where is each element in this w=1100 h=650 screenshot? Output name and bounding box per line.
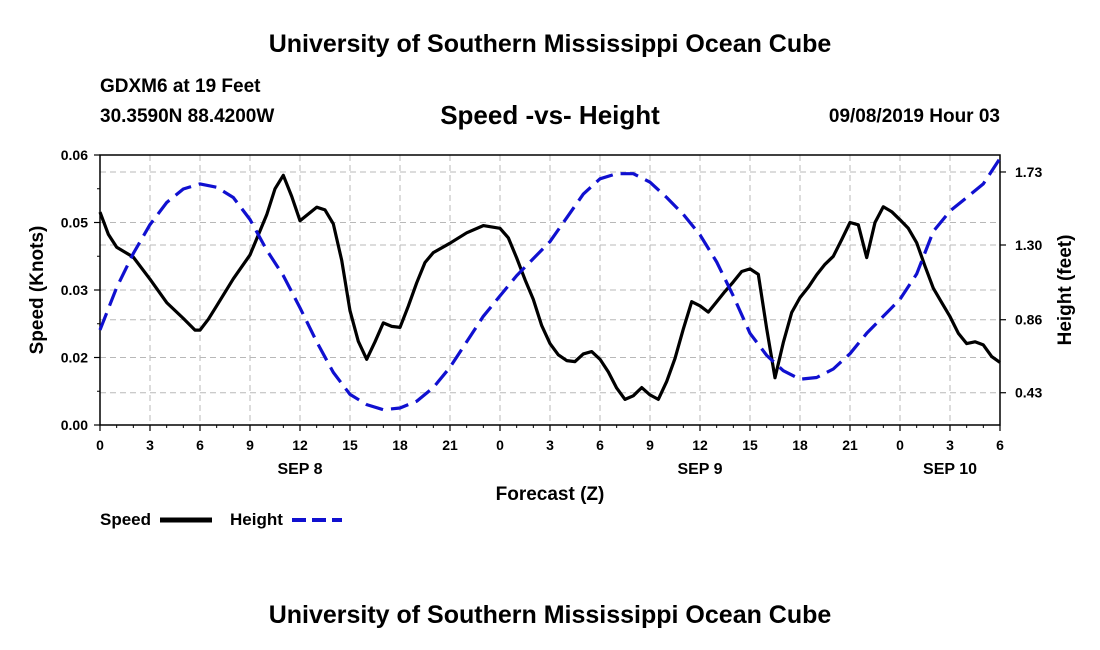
y2-tick-label: 0.43	[1015, 385, 1042, 401]
x-tick-label: 0	[96, 437, 104, 453]
legend-speed-label: Speed	[100, 510, 151, 529]
y-tick-label: 0.03	[61, 282, 88, 298]
x-tick-label: 18	[392, 437, 408, 453]
x-tick-label: 12	[692, 437, 708, 453]
x-tick-label: 9	[246, 437, 254, 453]
y2-axis-label: Height (feet)	[1055, 235, 1076, 346]
x-tick-label: 15	[342, 437, 358, 453]
axis-ticks: 0 3 6 9 12 15 18 21 0 3 6 9 12 15 18 21 0 3 6 SEP 8 SEP 9 SEP…	[61, 147, 1043, 478]
x-axis-label: Forecast (Z)	[496, 484, 605, 505]
y2-tick-label: 1.30	[1015, 237, 1042, 253]
chart-bottom-title: University of Southern Mississippi Ocean…	[268, 601, 832, 629]
y-tick-label: 0.05	[61, 215, 88, 231]
y-axis-label: Speed (Knots)	[27, 226, 48, 355]
y-tick-label: 0.02	[61, 350, 88, 366]
x-tick-label: 6	[996, 437, 1004, 453]
series	[98, 157, 1002, 412]
legend-height-label: Height	[230, 510, 283, 529]
y2-tick-label: 1.73	[1015, 164, 1042, 180]
y-tick-label: 0.06	[61, 147, 88, 163]
x-tick-label: 18	[792, 437, 808, 453]
forecast-datetime: 09/08/2019 Hour 03	[828, 106, 1000, 127]
chart-top-title: University of Southern Mississippi Ocean…	[268, 30, 832, 58]
x-date-label: SEP 8	[277, 461, 322, 478]
x-tick-label: 3	[946, 437, 954, 453]
chart-subtitle: Speed -vs- Height	[440, 100, 660, 130]
x-tick-label: 0	[896, 437, 904, 453]
x-tick-label: 3	[546, 437, 554, 453]
station-label: GDXM6 at 19 Feet	[100, 76, 261, 97]
x-tick-label: 15	[742, 437, 758, 453]
x-tick-label: 6	[596, 437, 604, 453]
grid	[100, 155, 1000, 425]
speed-series-line	[98, 173, 1001, 401]
x-tick-label: 21	[442, 437, 458, 453]
x-tick-label: 6	[196, 437, 204, 453]
x-tick-label: 12	[292, 437, 308, 453]
station-coords: 30.3590N 88.4200W	[100, 106, 275, 127]
x-date-label: SEP 10	[923, 461, 977, 478]
x-tick-label: 3	[146, 437, 154, 453]
height-series-line	[98, 157, 1002, 412]
x-tick-label: 9	[646, 437, 654, 453]
x-tick-label: 0	[496, 437, 504, 453]
x-date-label: SEP 9	[677, 461, 722, 478]
y-tick-label: 0.00	[61, 417, 88, 433]
x-tick-label: 21	[842, 437, 858, 453]
y2-tick-label: 0.86	[1015, 312, 1042, 328]
